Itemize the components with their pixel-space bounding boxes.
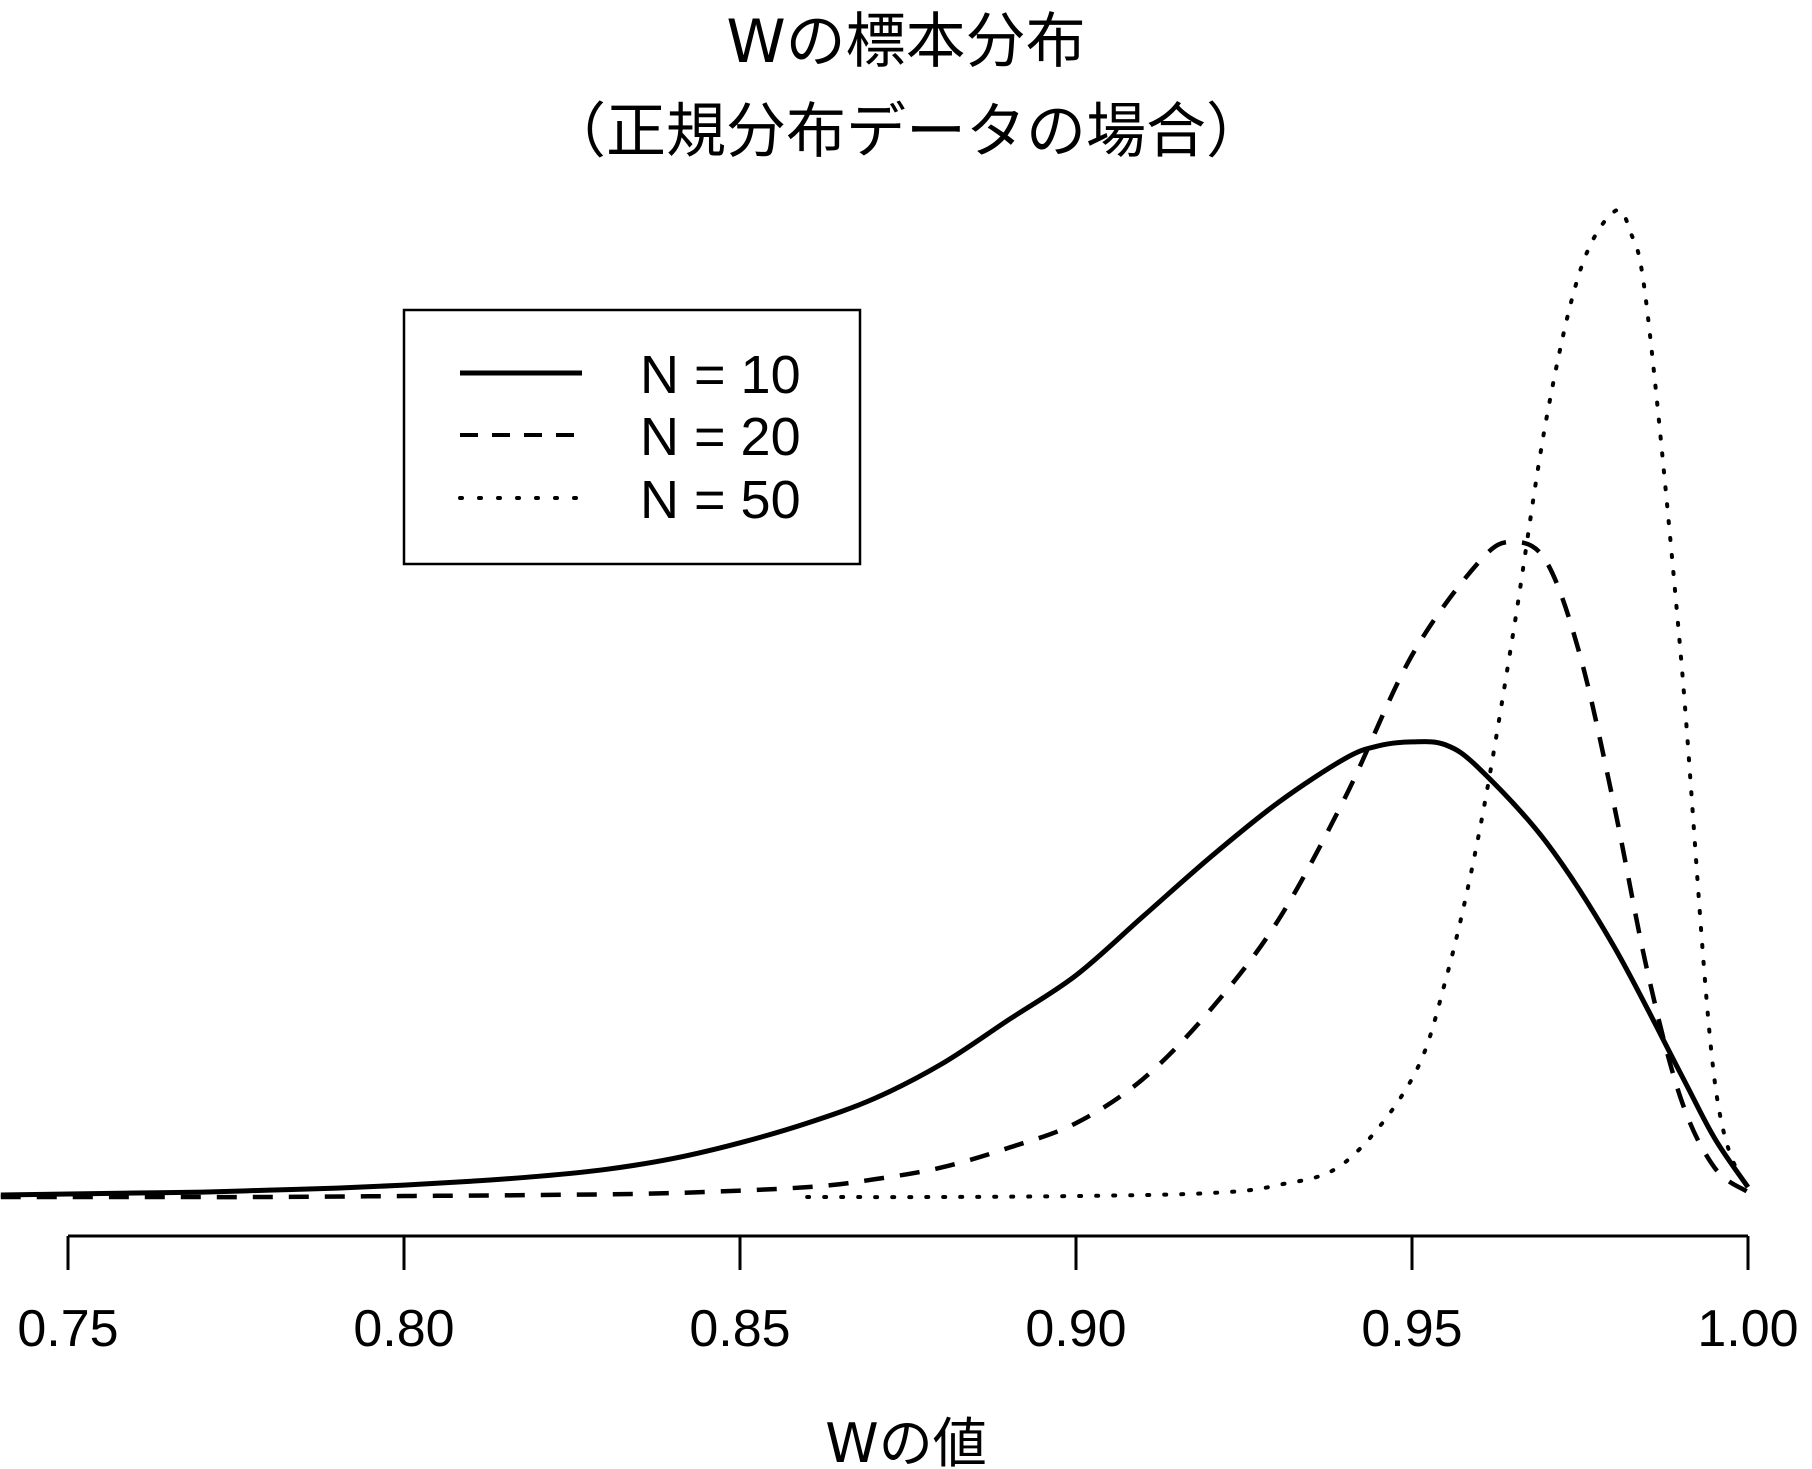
- series-line-n20: [0, 539, 1750, 1200]
- x-tick-label: 0.90: [1025, 1300, 1126, 1358]
- legend-label-n20: N = 20: [640, 407, 801, 467]
- series-line-n10: [0, 739, 1751, 1198]
- x-tick-label: 0.75: [17, 1300, 118, 1358]
- x-tick-label: 0.85: [689, 1300, 790, 1358]
- chart-title: Wの標本分布: [726, 7, 1085, 77]
- chart-subtitle: （正規分布データの場合）: [546, 97, 1266, 167]
- legend: N = 10 N = 20 N = 50: [402, 308, 862, 566]
- legend-box: [402, 308, 862, 566]
- x-tick-label: 1.00: [1697, 1300, 1798, 1358]
- x-tick-label: 0.95: [1361, 1300, 1462, 1358]
- x-axis: 0.75 0.80 0.85 0.90 0.95 1.00: [17, 1234, 1799, 1358]
- x-axis-title: Wの値: [825, 1412, 986, 1469]
- series-layer: [0, 208, 1751, 1200]
- x-tick-label: 0.80: [353, 1300, 454, 1358]
- legend-label-n10: N = 10: [640, 345, 801, 405]
- legend-label-n50: N = 50: [640, 470, 801, 530]
- series-line-n50: [805, 208, 1750, 1200]
